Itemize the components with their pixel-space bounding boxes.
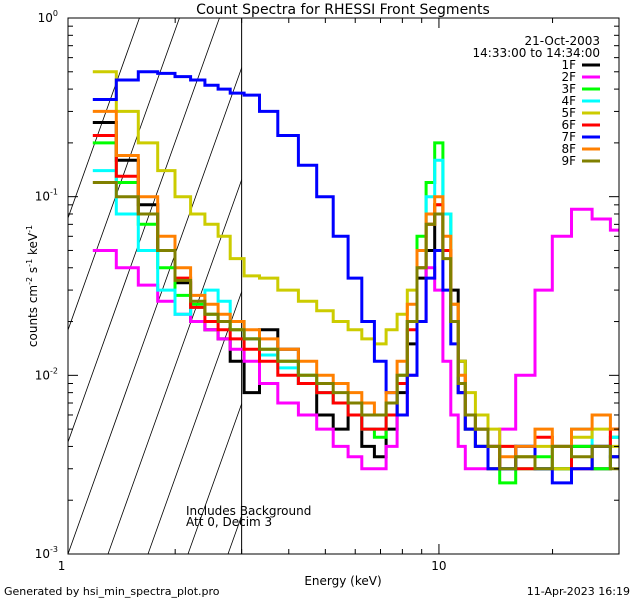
y-axis-label-part: keV — [26, 232, 40, 259]
annotation-background: Includes Background — [186, 504, 311, 518]
legend-label-3F: 3F — [561, 82, 576, 96]
y-tick-label: 10-3 — [35, 545, 58, 561]
hatch-line — [68, 66, 242, 554]
hatch-line — [428, 0, 628, 554]
y-tick-label: 10-2 — [35, 366, 58, 382]
y-axis-label-exp: -1 — [25, 259, 34, 267]
legend-label-6F: 6F — [561, 118, 576, 132]
series-line-2F — [92, 207, 619, 471]
series-layer — [92, 18, 619, 554]
legend-label-8F: 8F — [561, 142, 576, 156]
y-tick-label: 10-1 — [35, 188, 58, 204]
hatch-line — [268, 0, 468, 554]
y-axis-label: counts cm-2 s-1 keV-1 — [25, 225, 40, 347]
footer-generated-by: Generated by hsi_min_spectra_plot.pro — [4, 585, 220, 598]
y-axis: 10-3 10-2 10-1 100 — [35, 9, 619, 561]
hatch-line — [187, 402, 242, 554]
annotation-attenuator: Att 0, Decim 3 — [186, 515, 272, 529]
legend-label-1F: 1F — [561, 58, 576, 72]
y-axis-label-exp: -1 — [25, 225, 34, 233]
plot-frame — [67, 17, 620, 555]
footer-timestamp: 11-Apr-2023 16:19 — [527, 585, 630, 598]
y-axis-label-part: counts cm — [26, 285, 40, 347]
legend-label-2F: 2F — [561, 70, 576, 84]
x-tick-label: 1 — [58, 559, 66, 573]
legend-label-5F: 5F — [561, 106, 576, 120]
y-tick-label: 100 — [38, 9, 58, 25]
x-axis: 110100 — [58, 18, 620, 573]
background-hatched-region — [68, 0, 640, 554]
legend-label-7F: 7F — [561, 130, 576, 144]
series-line-5F — [92, 70, 619, 471]
hatch-line — [68, 18, 180, 332]
hatch-line — [348, 0, 548, 554]
y-axis-label-part: s — [26, 267, 40, 277]
hatch-line — [468, 0, 640, 554]
hatch-line — [68, 18, 140, 220]
series-line-9F — [92, 181, 619, 471]
legend-time-range: 14:33:00 to 14:34:00 — [473, 46, 600, 60]
hatch-line — [147, 290, 242, 554]
hatch-line — [68, 18, 220, 444]
x-tick-label: 10 — [431, 559, 446, 573]
legend-label-9F: 9F — [561, 154, 576, 168]
x-axis-label: Energy (keV) — [304, 574, 381, 588]
hatch-line — [308, 0, 508, 554]
legend-label-4F: 4F — [561, 94, 576, 108]
chart-title: Count Spectra for RHESSI Front Segments — [196, 2, 490, 18]
hatch-line — [107, 178, 242, 554]
legend-date: 21-Oct-2003 — [524, 34, 600, 48]
y-axis-label-exp: -2 — [25, 277, 34, 285]
